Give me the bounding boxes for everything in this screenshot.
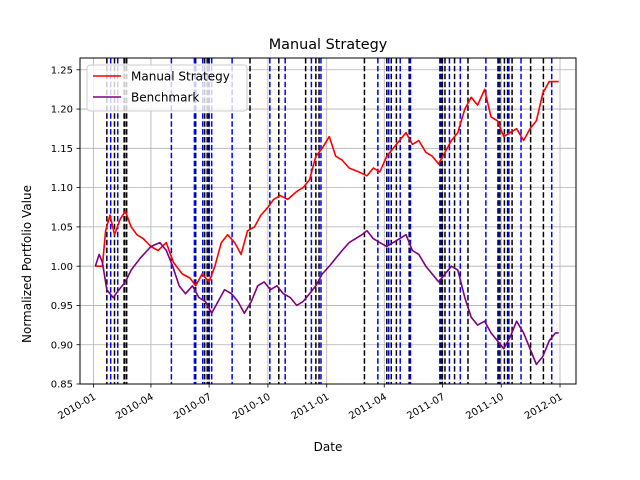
y-tick-label: 0.90: [51, 340, 73, 351]
x-axis-label: Date: [314, 440, 343, 454]
series-line-benchmark: [94, 230, 559, 366]
series-line-manual-strategy: [95, 80, 559, 287]
series-layer: [94, 80, 559, 366]
y-tick-label: 0.95: [51, 301, 73, 312]
y-tick-label: 1.10: [51, 183, 73, 194]
y-tick-label: 1.20: [51, 105, 73, 116]
y-tick-label: 0.85: [51, 380, 73, 391]
y-tick-label: 1.15: [51, 144, 73, 155]
y-axis-ticks: 0.85 0.90 0.95 1.00 1.05 1.10 1.15 1.20 1.25: [51, 65, 80, 391]
legend-box: [86, 64, 248, 112]
legend-label: Manual Strategy: [131, 70, 230, 84]
y-tick-label: 1.05: [51, 222, 73, 233]
plot-area-frame: [79, 57, 577, 385]
y-axis-label: Normalized Portfolio Value: [20, 185, 34, 343]
y-tick-label: 1.00: [51, 262, 73, 273]
legend-label: Benchmark: [131, 91, 199, 105]
y-tick-label: 1.25: [51, 65, 73, 76]
legend: Manual Strategy Benchmark: [86, 64, 248, 112]
vertical-marker-layer: [106, 58, 553, 384]
chart-title: Manual Strategy: [269, 37, 388, 53]
